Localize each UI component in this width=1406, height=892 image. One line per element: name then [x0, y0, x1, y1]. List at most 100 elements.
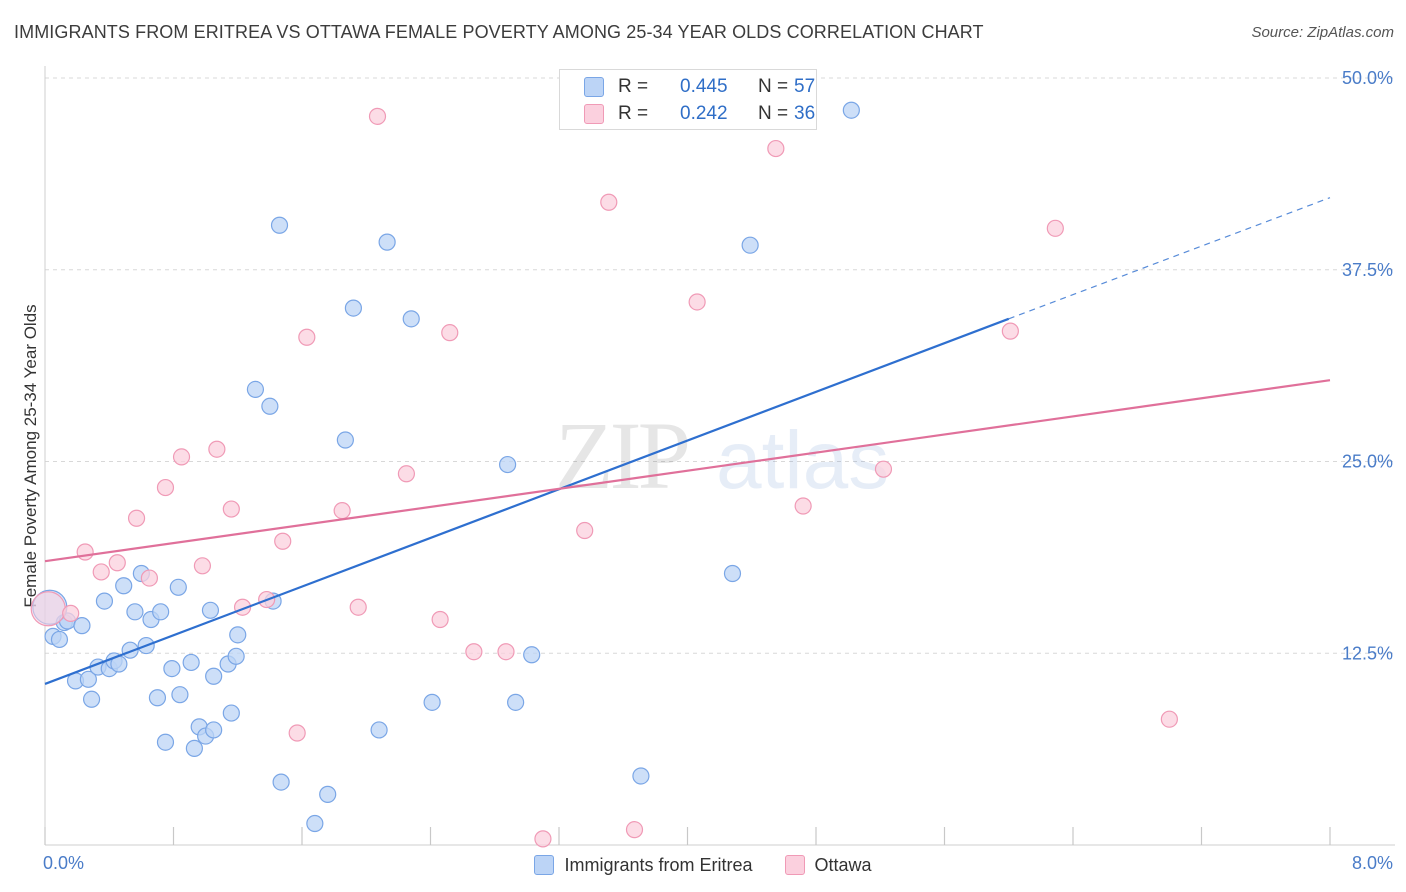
- chart-legend: Immigrants from Eritrea Ottawa: [0, 852, 1406, 878]
- eritrea-point: [148, 689, 167, 707]
- eritrea-point: [246, 380, 265, 399]
- eritrea-point: [227, 647, 245, 665]
- ottawa-point: [193, 557, 212, 575]
- stats-legend: R = 0.445 N = 57 R = 0.242 N = 36: [559, 69, 817, 130]
- eritrea-point: [272, 773, 290, 791]
- ottawa-point: [625, 821, 644, 839]
- eritrea-point: [182, 653, 200, 672]
- grid-lines: [45, 77, 1395, 654]
- eritrea-point: [741, 236, 759, 254]
- eritrea-point: [126, 603, 144, 621]
- source-credit: Source: ZipAtlas.com: [1251, 24, 1394, 41]
- y-tick-label: 37.5%: [1342, 260, 1393, 280]
- ottawa-point: [1046, 219, 1064, 237]
- eritrea-point: [163, 659, 181, 678]
- ottawa-point: [767, 139, 785, 158]
- ottawa-point: [431, 610, 449, 629]
- r-value: 0.242: [680, 103, 728, 124]
- legend-label-ottawa: Ottawa: [814, 854, 872, 875]
- eritrea-point: [201, 601, 220, 619]
- r-label: R =: [618, 76, 649, 97]
- ottawa-point: [156, 478, 175, 497]
- ottawa-point: [108, 554, 126, 572]
- watermark-zip: ZIP: [555, 402, 688, 509]
- eritrea-point: [222, 704, 240, 722]
- eritrea-point: [270, 216, 289, 234]
- ottawa-point: [222, 500, 240, 518]
- eritrea-point: [723, 564, 742, 583]
- ottawa-point: [465, 643, 483, 661]
- ottawa-point: [92, 563, 110, 581]
- ottawa-point: [534, 830, 552, 848]
- eritrea-point: [229, 626, 247, 644]
- eritrea-point: [336, 431, 354, 449]
- ottawa-point: [794, 497, 812, 515]
- ottawa-point: [208, 440, 226, 458]
- legend-label-eritrea: Immigrants from Eritrea: [564, 854, 753, 875]
- ottawa-point: [688, 293, 706, 311]
- trend-lines: [44, 197, 1331, 685]
- tick-labels: 12.5% 25.0% 37.5% 50.0% 0.0% 8.0%: [43, 68, 1393, 873]
- axes: [44, 66, 1395, 846]
- y-axis-label: Female Poverty Among 25-34 Year Olds: [21, 304, 40, 607]
- eritrea-point: [115, 577, 133, 595]
- eritrea-point: [402, 310, 420, 328]
- ottawa-point: [1001, 322, 1019, 340]
- ottawa-point: [288, 724, 306, 742]
- eritrea-point: [344, 299, 362, 317]
- eritrea-point: [306, 814, 324, 833]
- y-tick-label: 12.5%: [1342, 643, 1393, 663]
- eritrea-point: [152, 603, 170, 621]
- ottawa-point: [349, 598, 367, 616]
- x-tick-label-max: 8.0%: [1352, 853, 1393, 873]
- eritrea-point: [370, 721, 388, 739]
- eritrea-point: [261, 397, 279, 415]
- n-label: N =: [758, 103, 789, 124]
- ottawa-point: [172, 448, 191, 466]
- eritrea-legend-swatch: [534, 855, 555, 875]
- ottawa-point: [127, 509, 146, 527]
- eritrea-point: [378, 233, 396, 251]
- trend-line-ottawa: [44, 379, 1331, 563]
- ottawa-point: [576, 521, 594, 540]
- ottawa-swatch: [584, 104, 604, 124]
- ottawa-point: [140, 569, 159, 587]
- ottawa-point: [76, 543, 94, 561]
- ottawa-point: [441, 324, 459, 342]
- ottawa-point: [368, 107, 387, 125]
- r-label: R =: [618, 103, 649, 124]
- ottawa-point: [62, 604, 80, 622]
- eritrea-swatch: [584, 77, 604, 97]
- ottawa-point: [30, 591, 66, 627]
- r-value: 0.445: [680, 76, 728, 97]
- ottawa-point: [298, 328, 316, 346]
- eritrea-point: [319, 785, 337, 803]
- y-tick-label: 50.0%: [1342, 68, 1393, 88]
- eritrea-point: [50, 630, 69, 649]
- n-value: 36: [794, 103, 816, 124]
- legend-item-ottawa[interactable]: Ottawa: [784, 854, 872, 876]
- eritrea-point: [632, 767, 650, 785]
- legend-item-eritrea[interactable]: Immigrants from Eritrea: [534, 854, 753, 876]
- trend-line-eritrea: [44, 317, 1010, 685]
- chart-title: IMMIGRANTS FROM ERITREA VS OTTAWA FEMALE…: [14, 22, 984, 42]
- ottawa-point: [274, 532, 292, 550]
- eritrea-point: [499, 455, 517, 474]
- watermark: ZIP atlas: [555, 402, 889, 509]
- eritrea-point: [95, 592, 114, 610]
- trend-line-eritrea-extension: [1008, 197, 1331, 320]
- eritrea-point: [842, 101, 860, 119]
- ottawa-point: [497, 643, 515, 661]
- eritrea-point: [205, 667, 223, 685]
- ottawa-point: [600, 193, 618, 211]
- watermark-atlas: atlas: [716, 415, 889, 506]
- eritrea-point: [82, 690, 101, 708]
- y-tick-label: 25.0%: [1342, 452, 1393, 472]
- ottawa-legend-swatch: [784, 855, 805, 875]
- eritrea-point: [523, 646, 541, 664]
- eritrea-point: [73, 617, 91, 635]
- eritrea-point: [507, 693, 525, 711]
- ottawa-point: [874, 460, 893, 478]
- ottawa-point: [333, 501, 351, 520]
